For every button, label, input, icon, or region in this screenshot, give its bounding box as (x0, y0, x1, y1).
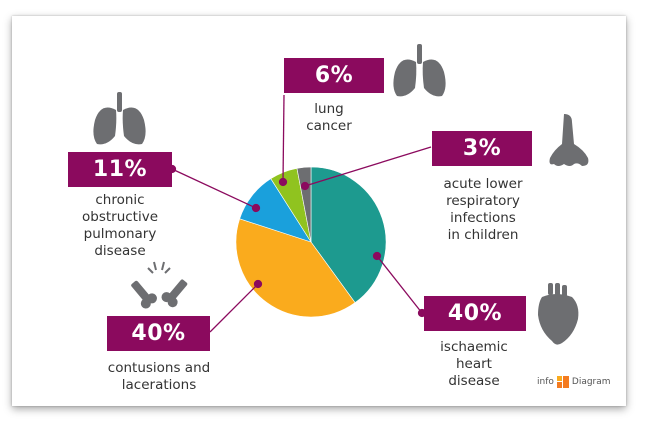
pie-slice-ischaemic-heart-disease (310, 166, 387, 304)
logo-mark-icon (556, 376, 569, 388)
leader-dot-nose (300, 181, 310, 191)
heart-disease-percent: 40% (424, 296, 526, 331)
leader-line-nose (304, 146, 432, 187)
lungs-icon-copd (93, 92, 146, 145)
nose-icon (549, 114, 589, 166)
infodiagram-logo: info Diagram (537, 374, 611, 390)
logo-text-right: Diagram (571, 377, 611, 387)
leader-dot-heart (372, 251, 382, 261)
copd-caption: chronic obstructive pulmonary disease (81, 192, 159, 259)
leader-line-lung (282, 94, 285, 183)
lung-cancer-caption: lung cancer (306, 101, 352, 134)
pie-slices (235, 166, 387, 318)
leader-dot-copd (251, 203, 261, 213)
contusions-caption: contusions and lacerations (107, 360, 211, 393)
heart-icon (538, 283, 579, 345)
leader-dot-lung (278, 177, 288, 187)
heart-disease-caption: ischaemic heart disease (440, 339, 508, 389)
pie-slice-contusions-and-lacerations (235, 218, 356, 318)
lung-cancer-percent: 6% (284, 58, 384, 93)
leader-line-heart (376, 255, 423, 314)
contusions-percent: 40% (107, 316, 210, 351)
copd-percent: 11% (68, 152, 172, 187)
logo-text-left: info (537, 377, 554, 387)
leader-dot-contusion (253, 279, 263, 289)
respiratory-infections-caption: acute lower respiratory infections in ch… (443, 176, 523, 243)
leader-line-copd (171, 168, 257, 209)
leader-line-contusion (209, 283, 259, 333)
respiratory-infections-percent: 3% (432, 131, 532, 166)
lungs-icon (393, 44, 446, 97)
broken-bone-icon (131, 261, 188, 309)
